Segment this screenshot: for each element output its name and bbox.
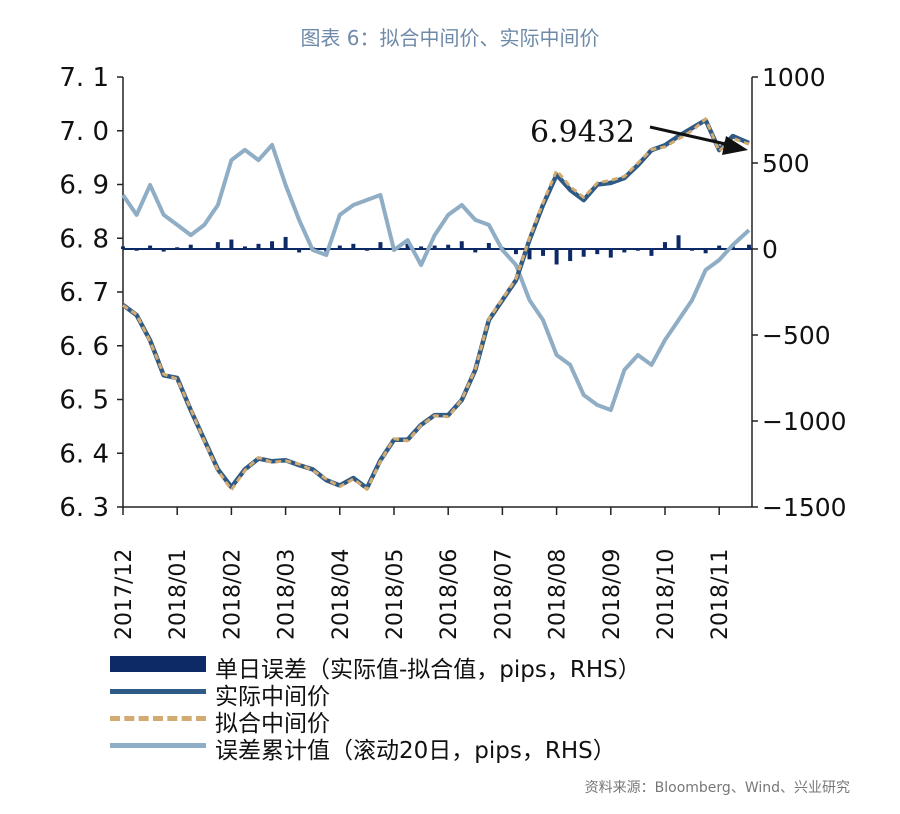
- left-tick-label: 6. 4: [59, 439, 109, 469]
- legend-swatch: [110, 743, 206, 748]
- daily-error-bar: [568, 249, 573, 262]
- x-tick-label: 2018/05: [383, 549, 408, 640]
- daily-error-bar: [541, 249, 546, 256]
- x-tick-label: 2018/06: [437, 549, 462, 640]
- daily-error-bar: [622, 249, 627, 253]
- legend-swatch: [110, 716, 206, 721]
- daily-error-bar: [473, 249, 478, 253]
- daily-error-bar: [229, 239, 234, 249]
- daily-error-bar: [148, 245, 153, 249]
- x-tick-label: 2018/10: [654, 549, 679, 640]
- right-tick-label: −1000: [762, 407, 847, 436]
- actual-midprice-line: [121, 117, 750, 491]
- x-tick-label: 2018/08: [546, 549, 571, 640]
- daily-error-bar: [446, 244, 451, 249]
- annotation-arrow: [649, 125, 731, 147]
- chart-title: 图表 6：拟合中间价、实际中间价: [300, 26, 600, 50]
- right-tick-label: 500: [762, 149, 810, 178]
- daily-error-bar: [554, 249, 559, 265]
- daily-error-bar: [703, 249, 708, 254]
- left-tick-label: 7. 1: [59, 63, 109, 93]
- x-tick-label: 2018/04: [329, 549, 354, 640]
- daily-error-bar: [188, 244, 193, 249]
- legend-label: 误差累计值（滚动20日，pips，RHS）: [215, 738, 616, 764]
- daily-error-bar: [513, 249, 518, 255]
- daily-error-bar: [256, 243, 261, 249]
- daily-error-bar: [486, 242, 491, 249]
- annotation-label: 6.9432: [530, 115, 635, 150]
- x-tick-label: 2018/01: [166, 549, 191, 640]
- daily-error-bar: [283, 236, 288, 249]
- x-tick-label: 2018/07: [491, 549, 516, 640]
- daily-error-bar: [242, 246, 247, 249]
- right-tick-label: −1500: [762, 493, 847, 522]
- daily-error-bar: [432, 245, 437, 249]
- right-tick-label: −500: [762, 321, 831, 350]
- x-tick-label: 2018/03: [275, 549, 300, 640]
- left-tick-label: 6. 8: [59, 224, 109, 254]
- left-tick-label: 6. 3: [59, 493, 109, 523]
- daily-error-bar: [297, 249, 302, 253]
- x-tick-label: 2018/09: [600, 549, 625, 640]
- x-tick-label: 2017/12: [112, 549, 137, 640]
- legend-label: 拟合中间价: [215, 711, 330, 737]
- left-tick-label: 6. 5: [59, 386, 109, 416]
- left-tick-label: 6. 7: [59, 278, 109, 308]
- daily-error-bar: [215, 242, 220, 249]
- left-tick-label: 6. 9: [59, 171, 109, 201]
- daily-error-bar: [608, 249, 613, 258]
- daily-error-bar: [676, 235, 681, 249]
- source-note: 资料来源：Bloomberg、Wind、兴业研究: [584, 780, 850, 796]
- daily-error-bar: [378, 242, 383, 249]
- fitted-midprice-line: [122, 117, 750, 492]
- daily-error-bar: [747, 244, 752, 249]
- legend-swatch: [110, 689, 206, 694]
- daily-error-bar: [337, 245, 342, 249]
- daily-error-bar: [663, 242, 667, 249]
- daily-error-bar: [527, 249, 532, 260]
- daily-error-bar: [581, 249, 586, 257]
- annotation-arrowhead: [722, 136, 748, 155]
- left-tick-label: 7. 0: [59, 117, 109, 147]
- daily-error-bar: [121, 246, 125, 249]
- daily-error-bar: [717, 245, 722, 249]
- daily-error-bar: [459, 241, 464, 249]
- daily-error-bar: [595, 249, 600, 255]
- legend-swatch: [110, 656, 206, 672]
- legend-label: 实际中间价: [215, 684, 330, 710]
- x-tick-label: 2018/11: [708, 549, 733, 640]
- daily-error-bar: [419, 246, 424, 249]
- daily-error-bar: [270, 241, 275, 249]
- legend-label: 单日误差（实际值-拟合值，pips，RHS）: [215, 657, 641, 683]
- right-tick-label: 1000: [762, 63, 826, 92]
- daily-error-bar: [405, 243, 410, 249]
- right-tick-label: 0: [762, 235, 778, 264]
- cumulative-error-line: [121, 142, 751, 412]
- left-tick-label: 6. 6: [59, 332, 109, 362]
- x-tick-label: 2018/02: [220, 549, 245, 640]
- daily-error-bar: [351, 243, 356, 249]
- daily-error-bar: [649, 249, 654, 256]
- daily-error-bar: [161, 249, 166, 252]
